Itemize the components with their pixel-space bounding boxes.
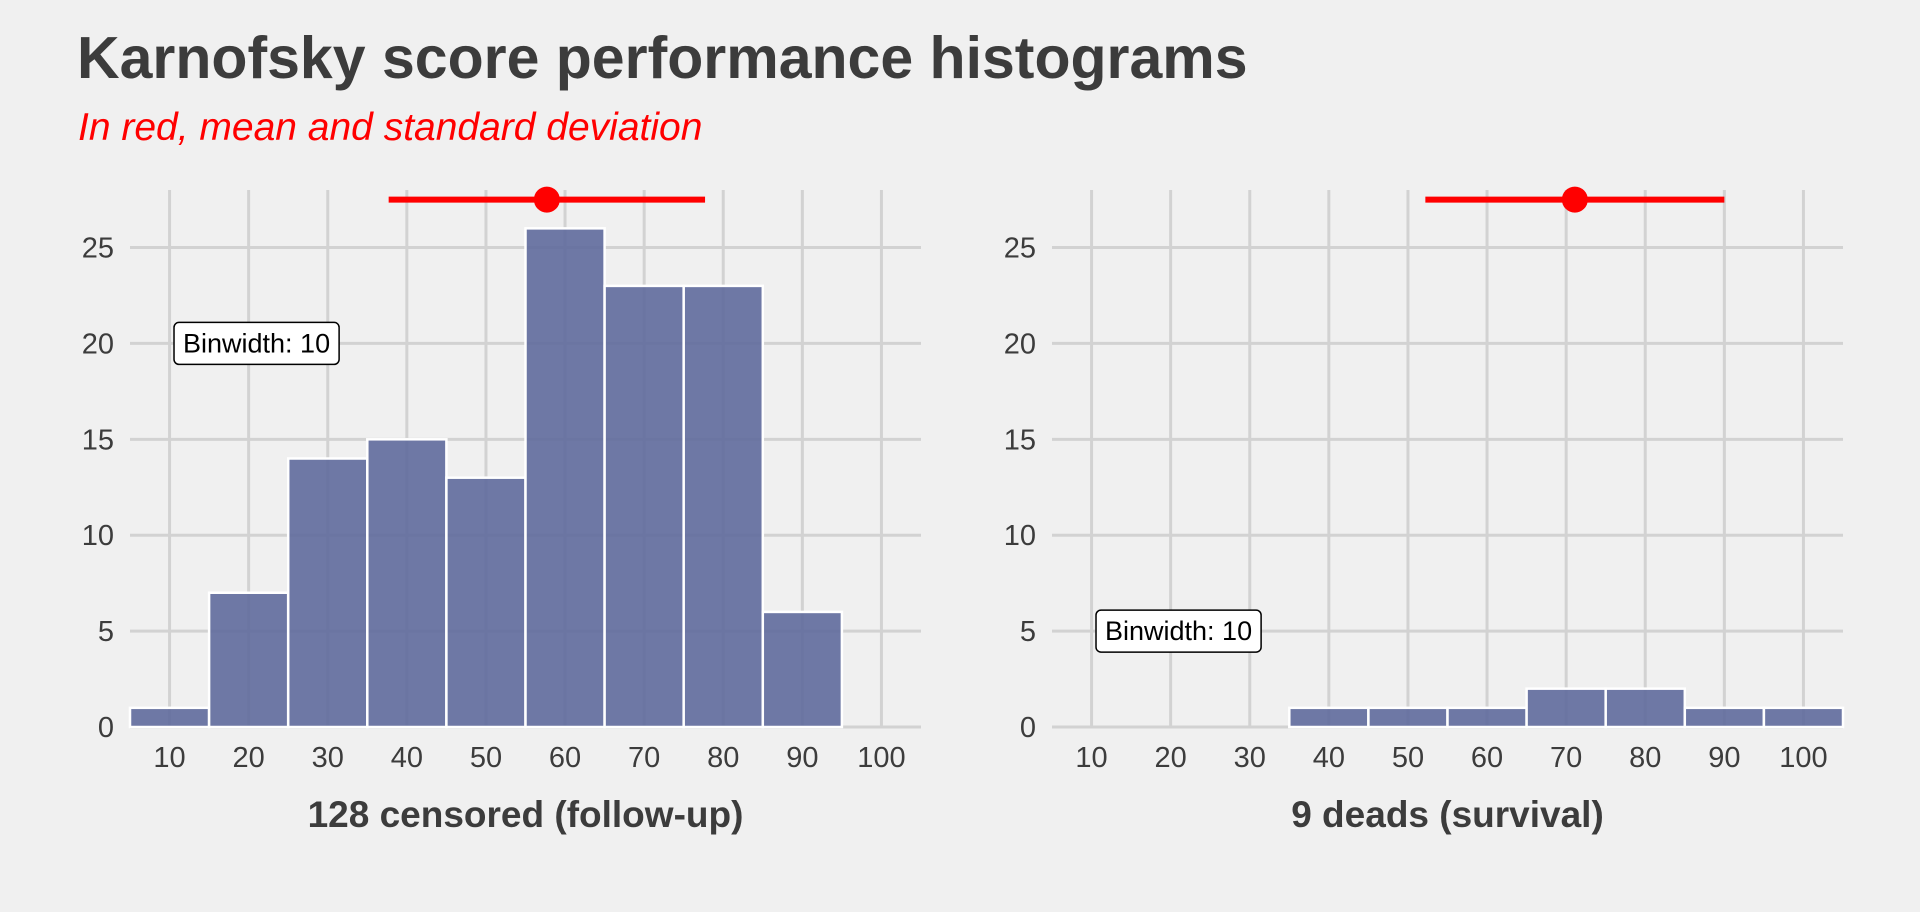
mean-point: [533, 186, 560, 213]
histogram-panel-2: 0 5 10 15 20 25 10 20 30 40 50 60 70 80 90 100 Binwidth:…: [1004, 186, 1845, 835]
x-tick-label: 90: [786, 742, 818, 774]
x-tick-label: 100: [1779, 742, 1827, 774]
x-tick-label: 80: [707, 742, 739, 774]
x-tick-label: 60: [1471, 742, 1503, 774]
y-tick-label: 10: [82, 520, 114, 552]
histogram-bar: [524, 227, 606, 729]
y-tick-label: 0: [98, 712, 114, 744]
x-tick-label: 20: [1155, 742, 1187, 774]
x-tick-label: 70: [628, 742, 660, 774]
x-tick-label: 60: [549, 742, 581, 774]
mean-point: [1561, 186, 1588, 213]
x-tick-label: 10: [1075, 742, 1107, 774]
x-axis-label: 128 censored (follow-up): [308, 794, 744, 835]
x-tick-label: 90: [1708, 742, 1740, 774]
histogram-bar: [1683, 706, 1766, 729]
binwidth-annotation: Binwidth: 10: [1095, 609, 1262, 653]
binwidth-annotation: Binwidth: 10: [173, 321, 340, 366]
page-subtitle: In red, mean and standard deviation: [78, 106, 703, 149]
histogram-bar: [286, 457, 369, 729]
x-tick-label: 70: [1550, 742, 1582, 774]
histogram-bar: [1367, 706, 1449, 729]
y-tick-label: 5: [1020, 616, 1036, 648]
histogram-bar: [761, 610, 844, 729]
page-title: Karnofsky score performance histograms: [77, 25, 1248, 91]
x-tick-label: 40: [391, 742, 423, 774]
histogram-bar: [128, 706, 211, 729]
y-tick-label: 15: [1004, 424, 1036, 456]
histogram-bar: [1604, 687, 1687, 729]
histogram-bar: [1525, 687, 1607, 729]
histogram-bar: [366, 438, 448, 729]
binwidth-box: [1095, 609, 1262, 653]
x-tick-label: 30: [312, 742, 344, 774]
binwidth-label: Binwidth: 10: [183, 328, 330, 358]
x-tick-label: 30: [1234, 742, 1266, 774]
histogram-bar: [445, 476, 527, 729]
histogram-bar: [1446, 706, 1528, 729]
y-tick-label: 20: [82, 328, 114, 360]
histogram-bar: [207, 591, 290, 729]
x-tick-label: 20: [233, 742, 265, 774]
y-tick-label: 10: [1004, 520, 1036, 552]
x-tick-label: 100: [857, 742, 905, 774]
x-axis-label: 9 deads (survival): [1291, 794, 1604, 835]
x-tick-label: 50: [470, 742, 502, 774]
x-tick-label: 40: [1313, 742, 1345, 774]
x-tick-label: 80: [1629, 742, 1661, 774]
histogram-panel-1: 0 5 10 15 20 25 10 20 30 40 50 60 70 80 90 100 Binwidth:…: [82, 186, 921, 835]
histogram-bar: [603, 284, 685, 729]
y-tick-label: 5: [98, 616, 114, 648]
histogram-bar: [682, 284, 765, 729]
y-tick-label: 20: [1004, 328, 1036, 360]
y-tick-label: 25: [82, 233, 114, 265]
x-tick-label: 50: [1392, 742, 1424, 774]
y-tick-label: 15: [82, 424, 114, 456]
histogram-bar: [1762, 706, 1845, 729]
binwidth-box: [173, 321, 340, 366]
x-tick-label: 10: [153, 742, 185, 774]
y-tick-label: 25: [1004, 233, 1036, 265]
histogram-bar: [1288, 706, 1370, 729]
binwidth-label: Binwidth: 10: [1105, 616, 1252, 646]
y-tick-label: 0: [1020, 712, 1036, 744]
